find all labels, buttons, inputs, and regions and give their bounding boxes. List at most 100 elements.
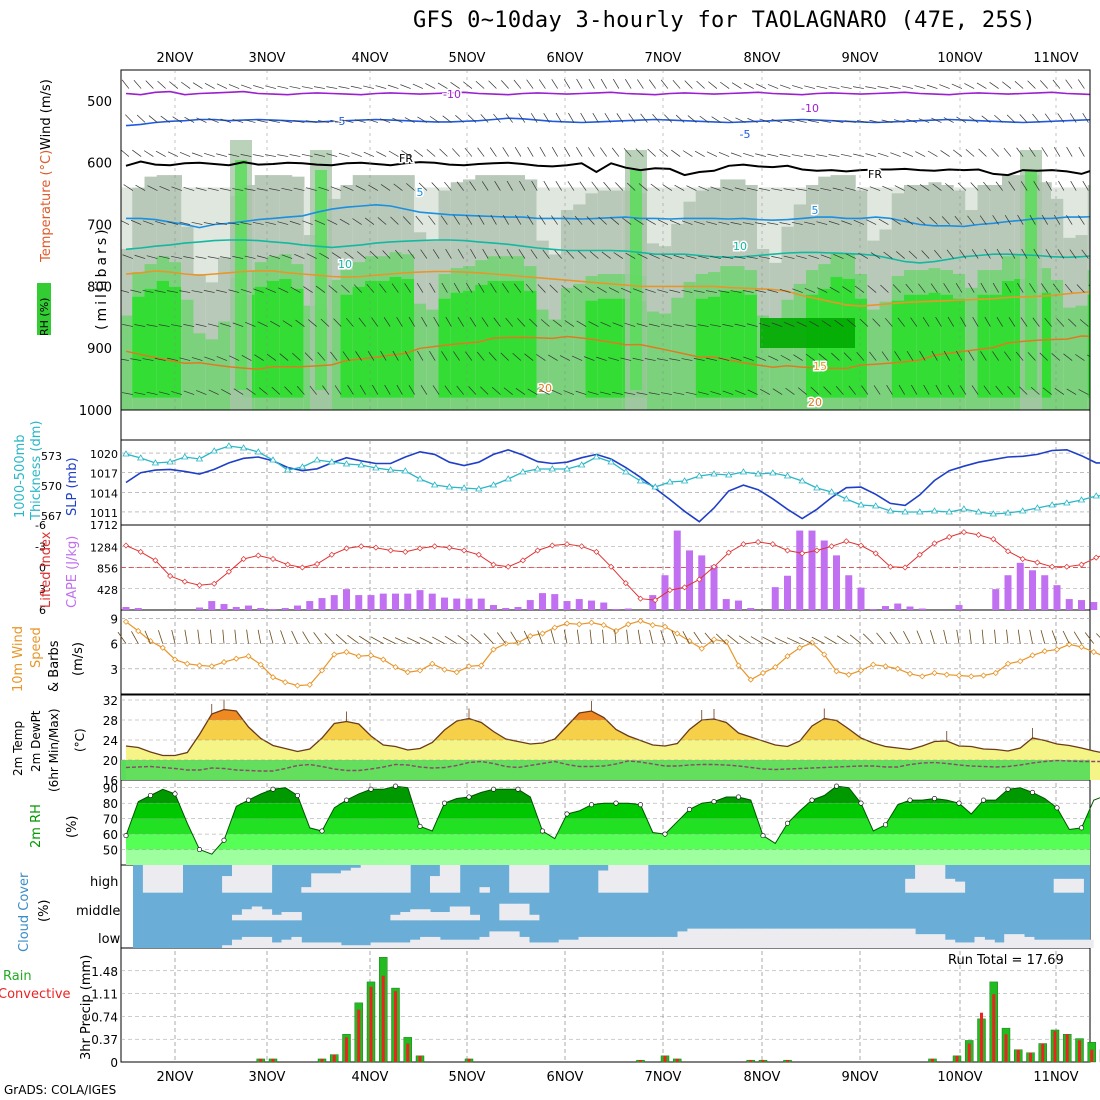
wind-barb <box>277 154 289 157</box>
rh-point <box>588 802 594 808</box>
li-point <box>725 549 732 556</box>
cape-bar <box>269 609 277 610</box>
wind-barb <box>388 150 399 157</box>
cloud-cell <box>895 928 906 948</box>
wind-barb <box>915 151 926 157</box>
wind-barb <box>401 150 411 157</box>
cape-bar <box>796 530 804 610</box>
grads-credit: GrADS: COLA/IGES <box>4 1083 117 1097</box>
wind-barb <box>829 286 840 293</box>
cape-bar <box>196 607 203 610</box>
wind-barb <box>730 290 742 293</box>
wind-barb <box>382 637 396 644</box>
cloud-cell <box>736 928 748 948</box>
wind-barb <box>394 637 408 644</box>
wind-barb <box>277 85 289 89</box>
temp2m-label-c: (6hr Min/Max) <box>47 709 61 793</box>
wind-barb <box>122 323 133 327</box>
cloud-cell <box>360 945 372 948</box>
li-point <box>578 543 585 550</box>
wind-barb <box>220 323 232 327</box>
wind-barb <box>1094 250 1100 258</box>
li-point <box>564 541 570 548</box>
wind-barb <box>181 81 191 89</box>
wind-barbs-upper <box>121 78 1100 395</box>
wind-barb <box>927 150 938 157</box>
temp2m-panel <box>121 699 1100 780</box>
cape-bar <box>404 593 412 610</box>
wind-barb <box>502 147 509 157</box>
date-label-bottom: 8NOV <box>744 1070 781 1085</box>
wind-barb <box>555 112 562 123</box>
wind-barb <box>816 221 828 225</box>
thickness-point <box>504 475 512 482</box>
wind-barb <box>537 630 543 644</box>
wind-barb <box>1039 352 1048 361</box>
wind-barb <box>906 351 914 361</box>
wind-barb <box>669 219 681 225</box>
wind-barb <box>1075 354 1085 361</box>
wind-barb <box>130 219 142 225</box>
wind-barb <box>467 114 477 123</box>
wind-barb <box>476 351 485 361</box>
wind-barb <box>734 323 746 327</box>
li-point <box>123 542 129 549</box>
wind-speed-point <box>968 673 975 680</box>
wind-barb <box>892 284 901 293</box>
wind-barb <box>563 629 568 644</box>
cloud-cell <box>925 865 936 893</box>
cape-tick: 856 <box>97 563 118 576</box>
wind-barb <box>289 220 301 225</box>
precip-conv-bar <box>786 1060 789 1062</box>
wind-barb <box>480 386 489 395</box>
wind-barb <box>804 287 816 293</box>
wind-barb <box>816 85 828 89</box>
wind-barb <box>359 384 366 395</box>
wind-barb <box>457 635 470 644</box>
wind-barb <box>158 630 164 644</box>
thickness-point <box>210 447 218 454</box>
wind-barb <box>216 83 228 89</box>
temp2m-label-a: 2m Temp <box>11 721 25 776</box>
wind-barb <box>965 149 975 157</box>
date-label-bottom: 5NOV <box>449 1070 486 1085</box>
wind-barb <box>1014 80 1024 89</box>
wind-barb <box>730 152 742 157</box>
wind-barb <box>347 385 354 395</box>
wind-barb <box>836 635 849 644</box>
li-point <box>181 578 188 585</box>
wind-barb <box>191 221 203 225</box>
wind-barb <box>350 85 362 89</box>
wind-barb <box>179 290 191 293</box>
precip-label-c: 3hr Precip (mm) <box>79 955 94 1060</box>
rh-point <box>858 800 864 806</box>
wind-barb <box>881 119 893 123</box>
cape-bar <box>1053 585 1061 610</box>
wind-barb <box>956 350 963 361</box>
wind-barb <box>921 250 930 259</box>
wind-barb <box>1084 632 1095 644</box>
wind-barb <box>146 255 158 259</box>
wind-barb <box>612 78 620 89</box>
wind-barb <box>229 355 240 361</box>
wind-barb <box>767 153 779 157</box>
run-total-label: Run Total = 17.69 <box>948 953 1064 968</box>
rh-cell <box>536 309 550 410</box>
wind-barb <box>967 215 975 225</box>
thickness-point <box>460 484 468 491</box>
wind-barb <box>648 79 656 89</box>
wind-barb <box>376 151 387 157</box>
wind-barb <box>862 633 874 644</box>
wind-barb <box>704 632 715 644</box>
wind-barb <box>345 317 354 327</box>
precip-conv-bar <box>381 975 385 1062</box>
rh-cell <box>855 298 868 398</box>
wind-barb <box>626 629 629 644</box>
wind-barb <box>828 220 840 225</box>
date-label-top: 8NOV <box>744 51 781 66</box>
cloud-panel <box>133 865 1094 948</box>
cloud-cell <box>637 865 649 893</box>
rh-point <box>392 783 398 789</box>
wind-barb <box>1045 180 1052 191</box>
li-point <box>284 561 291 568</box>
